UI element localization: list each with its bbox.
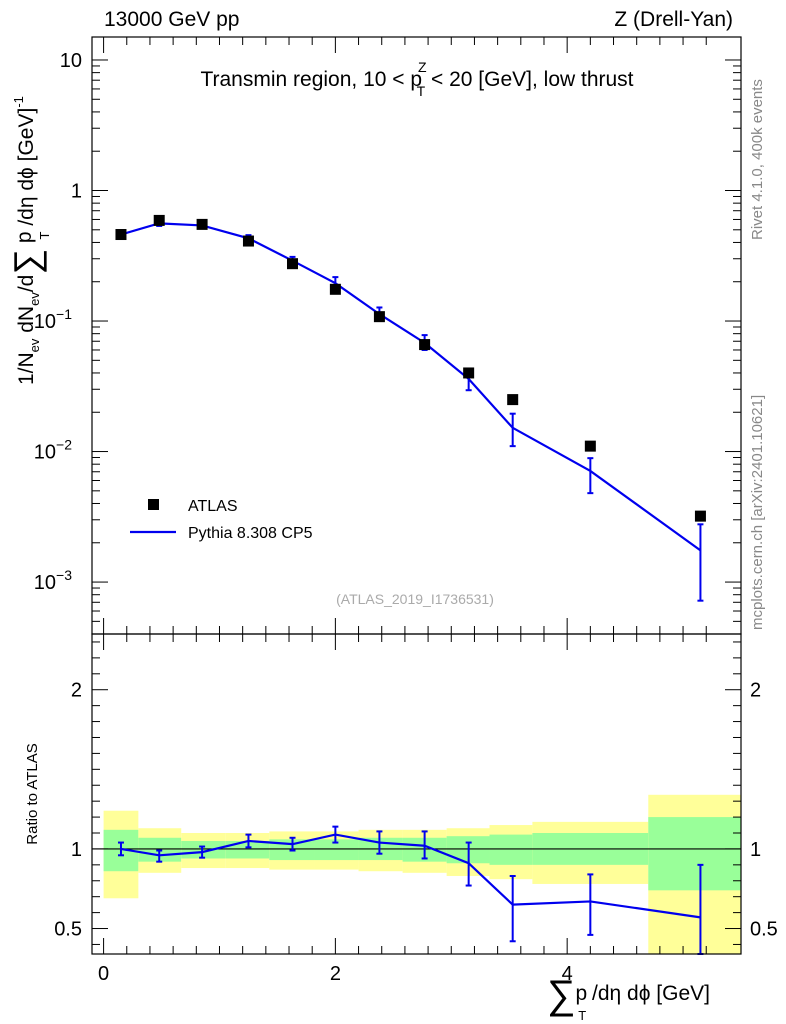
side-text-mcplots: mcplots.cern.ch [arXiv:2401.10621] [749,395,766,630]
main-y-tick-label-exponent: −2 [56,437,72,453]
atlas-data-point [507,394,519,406]
plot-title-sup: Z [418,59,427,75]
atlas-data-point [115,229,127,241]
legend: ATLAS Pythia 8.308 CP5 [130,498,313,542]
ratio-x-tick-label: 4 [562,963,573,985]
xlabel-sum-symbol: ∑ [547,973,576,1017]
main-y-tick-label-base: 10 [34,442,56,464]
main-y-tick-label: 1 [71,181,82,203]
mc-main-errorbar [509,412,516,448]
atlas-data-point [153,214,165,226]
xlabel-part-b: /dη dϕ [GeV] [586,982,710,1005]
legend-atlas-marker [148,499,159,510]
atlas-data-point [694,510,706,522]
ylabel-part-c: /d [15,275,38,293]
ylabel-part-d: p [13,231,36,249]
plot-title: Transmin region, 10 < pZ T < 20 [GeV], lo… [200,59,633,99]
ratio-mc-errorbar [465,841,472,887]
ratio-y-tick-label-left: 0.5 [54,919,82,941]
ylabel-part-a: 1/N [15,352,38,385]
main-y-tick-label-base: 10 [60,50,82,72]
x-axis-label: ∑p T /dη dϕ [GeV] [547,973,710,1023]
atlas-data-point [463,367,475,379]
ratio-uncertainty-band-inner [314,839,359,861]
xlabel-part-a-sub: T [578,1008,586,1023]
ratio-plot-frame [91,633,742,955]
ratio-uncertainty-band-inner [489,834,533,865]
atlas-data-point [242,235,254,247]
ratio-axis-ticks: 0.5 0.5 1 1 2 2 0 2 4 [54,634,778,985]
main-y-tick-label: 10 [60,50,82,72]
ratio-mc-errorbar [332,825,339,844]
ratio-mc-errorbar [156,849,163,863]
atlas-data-point [584,440,596,452]
ratio-uncertainty-band-inner [648,817,741,891]
main-y-tick-label-exponent: −3 [56,567,72,583]
legend-atlas-label: ATLAS [188,498,238,515]
ylabel-sum-symbol: ∑ [6,249,47,275]
ratio-mc-errorbar [421,830,428,860]
atlas-data-point [286,258,298,270]
ylabel-part-e: /dη dϕ [GeV] [15,108,38,232]
ratio-y-tick-label-left: 2 [71,680,82,702]
ratio-mc-errorbar [117,841,124,857]
atlas-data-point [329,283,341,295]
main-y-tick-label-exponent: −1 [56,306,72,322]
ratio-x-tick-label: 0 [98,963,109,985]
main-y-tick-label-base: 1 [71,181,82,203]
ylabel-part-b: dN [15,306,38,339]
header-right: Z (Drell-Yan) [614,8,733,31]
header-left: 13000 GeV pp [104,8,239,31]
mc-main-errorbar [697,523,704,602]
ylabel-part-a-sub: ev [27,338,42,352]
ratio-mc-errorbar [509,874,516,943]
main-y-tick-label: 10−2 [34,437,72,464]
ratio-plot-marks [92,794,741,955]
atlas-data-point [196,218,208,230]
ratio-plot-panel: 0.5 0.5 1 1 2 2 0 2 4 Ratio to ATLAS ∑p T /dη dϕ … [24,633,778,1023]
ratio-mc-errorbar [289,836,296,852]
main-plot-marks [115,214,706,602]
main-y-tick-label: 10−1 [34,306,72,333]
ratio-mc-errorbar [245,833,252,849]
plot-title-suffix: < 20 [GeV], low thrust [425,68,634,91]
ylabel-part-d-sub: T [37,231,52,239]
plot-title-sub: T [417,83,426,99]
analysis-watermark: (ATLAS_2019_I1736531) [336,591,494,607]
ratio-mc-errorbar [587,873,594,936]
ratio-y-tick-label-right: 1 [750,839,761,861]
mc-main-errorbar [587,457,594,495]
main-y-tick-label-base: 10 [34,572,56,594]
mc-main-line [120,222,702,552]
plot-title-prefix: Transmin region, 10 < p [200,68,422,91]
ylabel-part-e-sup: -1 [11,96,26,108]
main-y-tick-label-base: 10 [34,311,56,333]
ratio-y-tick-label-right: 0.5 [750,919,778,941]
main-y-tick-label: 10−3 [34,567,72,594]
ratio-uncertainty-band-inner [225,840,270,859]
atlas-data-point [373,311,385,323]
xlabel-part-a: p [576,982,588,1005]
ratio-mc-errorbar [199,845,206,859]
legend-pythia-label: Pythia 8.308 CP5 [188,525,313,542]
ratio-uncertainty-band-inner [181,840,226,859]
ratio-y-tick-label-right: 2 [750,680,761,702]
side-text-rivet: Rivet 4.1.0, 400k events [749,79,766,240]
main-y-axis-label: 1/Nev dNev/d∑ pT /dη dϕ [GeV]-1 [6,96,52,385]
atlas-data-point [419,339,431,351]
ratio-y-tick-label-left: 1 [71,839,82,861]
ratio-mc-line [120,833,701,919]
ylabel-part-b-sub: ev [27,292,42,306]
ratio-y-axis-label: Ratio to ATLAS [24,743,41,844]
ratio-x-tick-label: 2 [330,963,341,985]
main-plot-frame [91,36,742,635]
ratio-mc-errorbar [376,830,383,855]
